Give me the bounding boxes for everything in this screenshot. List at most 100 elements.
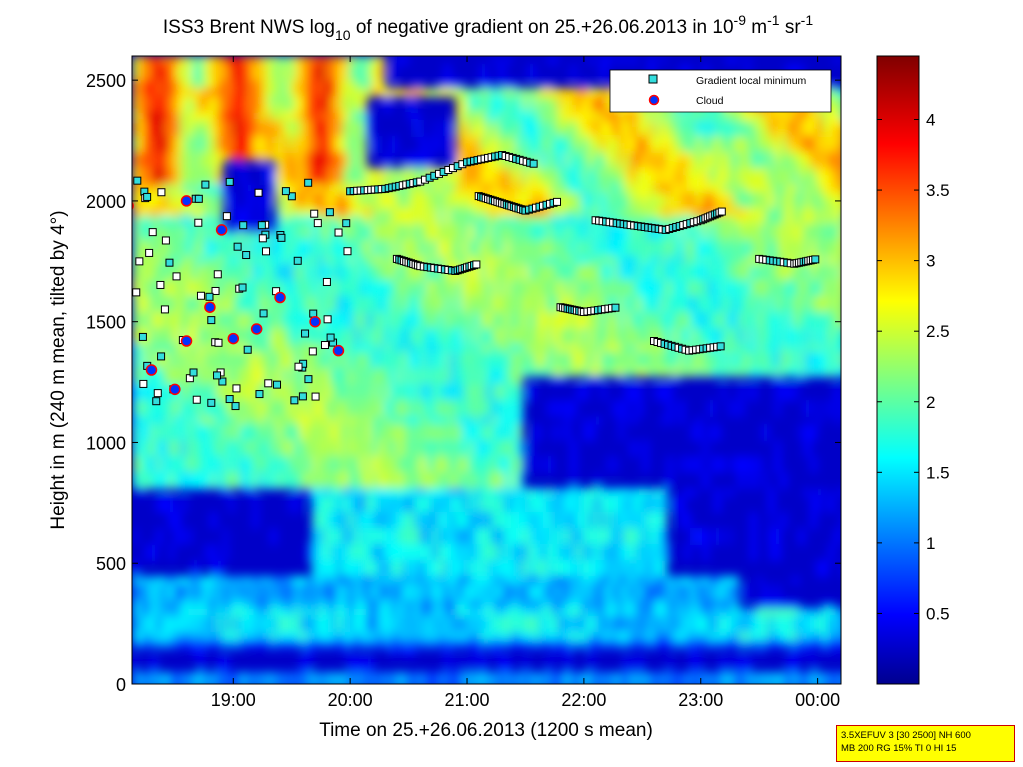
heatmap-cell: [198, 120, 205, 129]
heatmap-cell: [240, 376, 247, 385]
heatmap-cell: [384, 512, 391, 521]
heatmap-cell: [150, 408, 157, 417]
heatmap-cell: [498, 600, 505, 609]
heatmap-cell: [408, 400, 415, 409]
heatmap-cell: [396, 288, 403, 297]
heatmap-cell: [468, 640, 475, 649]
heatmap-cell: [552, 400, 559, 409]
heatmap-cell: [156, 320, 163, 329]
heatmap-cell: [468, 168, 475, 177]
heatmap-cell: [324, 536, 331, 545]
heatmap-cell: [378, 56, 385, 65]
heatmap-cell: [222, 384, 229, 393]
heatmap-cell: [372, 424, 379, 433]
heatmap-cell: [354, 424, 361, 433]
heatmap-cell: [348, 224, 355, 233]
heatmap-cell: [408, 104, 415, 113]
heatmap-cell: [426, 152, 433, 161]
heatmap-cell: [552, 360, 559, 369]
heatmap-cell: [474, 616, 481, 625]
heatmap-cell: [486, 592, 493, 601]
heatmap-cell: [402, 160, 409, 169]
heatmap-cell: [372, 632, 379, 641]
heatmap-cell: [192, 160, 199, 169]
heatmap-cell: [456, 104, 463, 113]
heatmap-cell: [198, 160, 205, 169]
heatmap-cell: [234, 120, 241, 129]
heatmap-cell: [456, 352, 463, 361]
heatmap-cell: [474, 600, 481, 609]
heatmap-cell: [408, 680, 415, 684]
heatmap-cell: [156, 424, 163, 433]
heatmap-cell: [306, 56, 313, 65]
heatmap-cell: [312, 336, 319, 345]
heatmap-cell: [240, 168, 247, 177]
heatmap-cell: [450, 640, 457, 649]
heatmap-cell: [288, 344, 295, 353]
heatmap-cell: [522, 104, 529, 113]
heatmap-cell: [534, 552, 541, 561]
heatmap-cell: [186, 152, 193, 161]
heatmap-cell: [480, 504, 487, 513]
heatmap-cell: [492, 544, 499, 553]
heatmap-cell: [336, 680, 343, 684]
heatmap-cell: [132, 56, 139, 65]
heatmap-cell: [312, 264, 319, 273]
heatmap-cell: [222, 584, 229, 593]
heatmap-cell: [564, 520, 571, 529]
heatmap-cell: [156, 384, 163, 393]
heatmap-cell: [318, 280, 325, 289]
heatmap-cell: [186, 272, 193, 281]
heatmap-cell: [246, 624, 253, 633]
heatmap-cell: [300, 56, 307, 65]
heatmap-cell: [372, 640, 379, 649]
heatmap-cell: [288, 216, 295, 225]
heatmap-cell: [426, 536, 433, 545]
heatmap-cell: [474, 448, 481, 457]
heatmap-cell: [540, 552, 547, 561]
heatmap-cell: [366, 400, 373, 409]
heatmap-cell: [348, 632, 355, 641]
heatmap-cell: [510, 192, 517, 201]
heatmap-cell: [564, 504, 571, 513]
heatmap-cell: [234, 272, 241, 281]
heatmap-cell: [360, 304, 367, 313]
heatmap-cell: [138, 80, 145, 89]
heatmap-cell: [150, 592, 157, 601]
heatmap-cell: [318, 432, 325, 441]
heatmap-cell: [252, 432, 259, 441]
heatmap-cell: [132, 208, 139, 217]
heatmap-cell: [342, 528, 349, 537]
heatmap-cell: [414, 400, 421, 409]
heatmap-cell: [414, 640, 421, 649]
heatmap-cell: [288, 144, 295, 153]
heatmap-cell: [312, 632, 319, 641]
heatmap-cell: [486, 600, 493, 609]
heatmap-cell: [474, 312, 481, 321]
heatmap-cell: [312, 600, 319, 609]
heatmap-cell: [378, 376, 385, 385]
heatmap-cell: [144, 576, 151, 585]
heatmap-cell: [186, 384, 193, 393]
heatmap-cell: [306, 264, 313, 273]
heatmap-cell: [192, 104, 199, 113]
heatmap-cell: [204, 80, 211, 89]
heatmap-cell: [474, 376, 481, 385]
heatmap-cell: [486, 168, 493, 177]
heatmap-cell: [552, 552, 559, 561]
heatmap-cell: [510, 112, 517, 121]
heatmap-cell: [288, 600, 295, 609]
heatmap-cell: [468, 584, 475, 593]
heatmap-cell: [444, 224, 451, 233]
heatmap-cell: [558, 584, 565, 593]
heatmap-cell: [264, 672, 271, 681]
heatmap-cell: [282, 672, 289, 681]
heatmap-cell: [156, 224, 163, 233]
heatmap-cell: [318, 504, 325, 513]
heatmap-cell: [156, 360, 163, 369]
heatmap-cell: [444, 232, 451, 241]
heatmap-cell: [528, 504, 535, 513]
heatmap-cell: [480, 520, 487, 529]
heatmap-cell: [252, 72, 259, 81]
heatmap-cell: [558, 240, 565, 249]
